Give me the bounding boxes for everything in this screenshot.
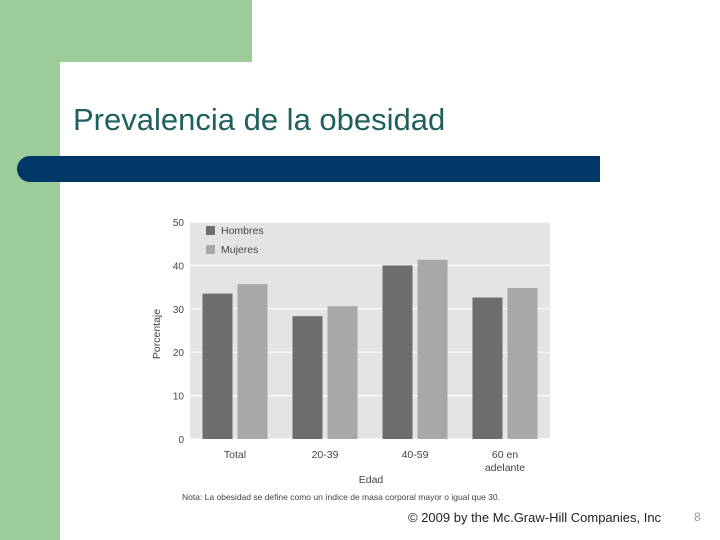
chart-note: Nota: La obesidad se define como un índi… bbox=[182, 492, 500, 502]
decorative-green-block bbox=[60, 0, 252, 62]
decorative-corner bbox=[60, 62, 100, 102]
legend-label-mujeres: Mujeres bbox=[221, 244, 258, 256]
bar-mujeres-1 bbox=[237, 284, 268, 439]
page-number: 8 bbox=[694, 510, 701, 524]
obesity-bar-chart: 0 10 20 30 40 50 Total 20-39 40-59 60 enadelante… bbox=[151, 218, 550, 502]
y-tick-label: 0 bbox=[178, 435, 184, 446]
y-axis-label: Porcentaje bbox=[151, 309, 163, 359]
y-tick-label: 30 bbox=[173, 305, 185, 316]
y-tick-labels: 0 10 20 30 40 50 bbox=[173, 218, 185, 446]
legend-label-hombres: Hombres bbox=[221, 225, 264, 237]
decorative-green-band bbox=[0, 0, 60, 540]
bar-hombres-3 bbox=[382, 265, 413, 439]
x-tick-label: Total bbox=[224, 449, 246, 461]
bar-hombres-1 bbox=[202, 293, 233, 439]
y-tick-label: 40 bbox=[173, 261, 185, 272]
y-tick-label: 50 bbox=[173, 218, 185, 229]
x-tick-label: adelante bbox=[485, 462, 525, 474]
x-tick-label: 60 en bbox=[492, 449, 518, 461]
bar-mujeres-4 bbox=[507, 287, 538, 439]
x-tick-label: 40-59 bbox=[402, 449, 429, 461]
legend-swatch-hombres bbox=[206, 226, 215, 235]
bar-hombres-2 bbox=[292, 316, 323, 439]
bar-hombres-4 bbox=[472, 297, 503, 439]
bars bbox=[202, 259, 538, 439]
bar-mujeres-2 bbox=[327, 306, 358, 439]
x-axis-label: Edad bbox=[359, 474, 384, 486]
legend-swatch-mujeres bbox=[206, 245, 215, 254]
bar-mujeres-3 bbox=[417, 259, 448, 439]
title-rule-bar bbox=[17, 156, 600, 182]
y-tick-label: 20 bbox=[173, 348, 185, 359]
copyright-footer: © 2009 by the Mc.Graw-Hill Companies, In… bbox=[408, 510, 662, 525]
slide-title: Prevalencia de la obesidad bbox=[73, 102, 446, 137]
y-tick-label: 10 bbox=[173, 392, 185, 403]
legend: Hombres Mujeres bbox=[206, 225, 264, 256]
x-tick-label: 20-39 bbox=[312, 449, 339, 461]
